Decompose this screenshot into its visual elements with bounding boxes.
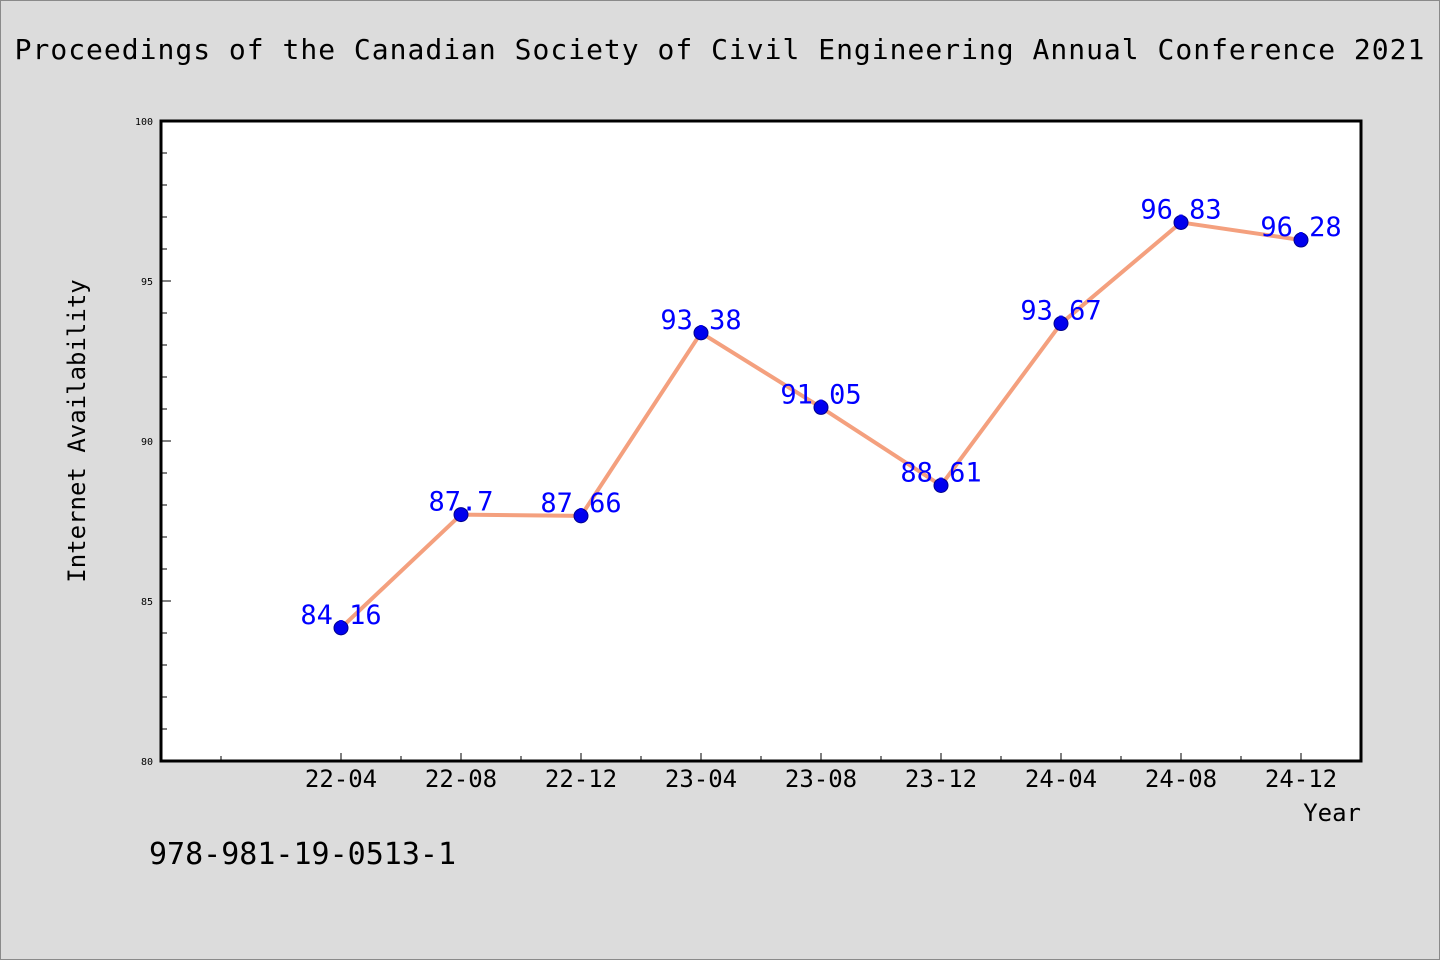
x-tick-label: 23-04 — [665, 765, 737, 793]
axis-labels: 80 85 90 95 100 22-04 22-08 22-12 23-04 23-08 23-1… — [63, 117, 1361, 827]
y-tick-label: 95 — [141, 277, 153, 288]
chart-title: Proceedings of the Canadian Society of C… — [14, 33, 1426, 66]
data-label: 96.83 — [1140, 194, 1221, 225]
data-point — [693, 325, 709, 341]
y-tick-label: 80 — [141, 757, 153, 768]
data-label: 93.38 — [660, 305, 741, 336]
isbn-text: 978-981-19-0513-1 — [149, 837, 457, 872]
series-layer: 84.16 87.7 87.66 93.38 91.05 88.61 93.67 96.83 9… — [300, 194, 1342, 636]
plot-area — [159, 119, 1363, 763]
x-tick-label: 24-04 — [1025, 765, 1097, 793]
data-point — [573, 508, 589, 524]
x-tick-label: 23-12 — [905, 765, 977, 793]
data-point — [1293, 232, 1309, 248]
plot-frame — [159, 119, 1363, 763]
data-point — [1053, 316, 1069, 332]
data-point — [813, 399, 829, 415]
x-tick-label: 22-12 — [545, 765, 617, 793]
axis-ticks — [161, 152, 1302, 761]
data-point — [453, 507, 469, 523]
data-label: 88.61 — [900, 457, 981, 488]
data-label: 87.66 — [540, 488, 621, 519]
x-axis-label: Year — [1303, 799, 1361, 827]
data-point — [933, 477, 949, 493]
data-point — [1173, 214, 1189, 230]
data-label: 96.28 — [1260, 212, 1341, 243]
data-label: 84.16 — [300, 600, 381, 631]
y-tick-label: 85 — [141, 597, 153, 608]
data-label: 93.67 — [1020, 296, 1101, 327]
x-tick-label: 23-08 — [785, 765, 857, 793]
x-tick-label: 22-04 — [305, 765, 377, 793]
x-tick-label: 22-08 — [425, 765, 497, 793]
data-label: 91.05 — [780, 379, 861, 410]
x-tick-label: 24-12 — [1265, 765, 1337, 793]
x-tick-label: 24-08 — [1145, 765, 1217, 793]
data-label: 87.7 — [428, 487, 493, 518]
data-point — [333, 620, 349, 636]
y-tick-label: 90 — [141, 437, 153, 448]
y-tick-label: 100 — [135, 117, 153, 128]
y-axis-label: Internet Availability — [63, 279, 91, 582]
